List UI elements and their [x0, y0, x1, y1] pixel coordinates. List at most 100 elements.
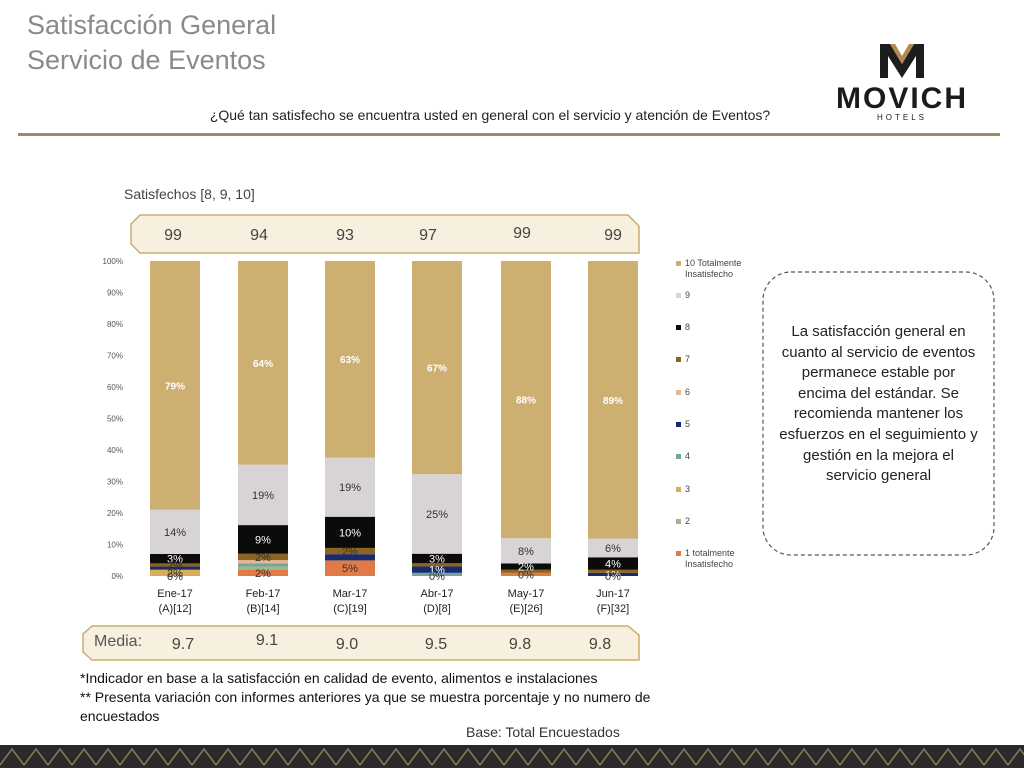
legend-label: 10 Totalmente — [685, 258, 741, 268]
bar-segment — [325, 554, 375, 561]
decorative-footer-pattern — [0, 745, 1024, 768]
legend-swatch — [676, 551, 681, 556]
data-label: 8% — [518, 546, 534, 558]
data-label: 25% — [426, 509, 448, 521]
data-label: 2% — [518, 562, 534, 574]
footnote-1: *Indicador en base a la satisfacción en … — [80, 670, 598, 686]
media-value: 9.7 — [171, 636, 195, 653]
legend-label: Insatisfecho — [685, 559, 733, 569]
data-label: 1% — [429, 565, 445, 577]
data-label: 14% — [164, 527, 186, 539]
bar-segment — [150, 566, 200, 570]
y-tick-label: 80% — [107, 320, 123, 329]
data-label: 63% — [340, 355, 360, 366]
pattern-chevron — [167, 747, 193, 766]
y-tick-label: 20% — [107, 509, 123, 518]
bar-segment — [588, 538, 638, 558]
pattern-chevron — [383, 747, 409, 766]
bar-segment — [588, 557, 638, 570]
bar-segment — [412, 261, 462, 475]
pattern-chevron — [959, 747, 985, 766]
data-label: 2% — [255, 552, 271, 564]
media-banner — [82, 625, 640, 661]
pattern-chevron — [287, 747, 313, 766]
bar-segment — [412, 572, 462, 576]
data-label: 1% — [605, 569, 621, 581]
pattern-chevron — [575, 747, 601, 766]
data-label: 9% — [255, 534, 271, 546]
satisfied-banner — [130, 214, 640, 254]
bar-segment — [412, 566, 462, 573]
legend-label: 8 — [685, 322, 690, 332]
bar-segment — [588, 261, 638, 539]
legend-swatch — [676, 261, 681, 266]
satisfied-value: 93 — [336, 227, 354, 244]
bar-segment — [150, 563, 200, 567]
bar-segment — [501, 538, 551, 564]
x-category-label: Abr-17 — [420, 588, 453, 600]
media-value: 9.8 — [508, 636, 532, 653]
data-label: 19% — [252, 490, 274, 502]
bar-segment — [150, 569, 200, 576]
satisfied-value: 94 — [250, 227, 268, 244]
pattern-chevron — [335, 747, 361, 766]
satisfied-value: 97 — [419, 227, 437, 244]
pattern-chevron — [407, 747, 433, 766]
page-title-line2: Servicio de Eventos — [27, 45, 266, 75]
bar-segment — [238, 525, 288, 554]
pattern-chevron — [671, 747, 697, 766]
pattern-chevron — [719, 747, 745, 766]
data-label: 5% — [342, 563, 358, 575]
bar-segment — [501, 569, 551, 573]
bar-segment — [150, 261, 200, 510]
media-label: Media: — [94, 633, 143, 650]
pattern-chevron — [215, 747, 241, 766]
y-tick-label: 60% — [107, 383, 123, 392]
satisfied-value: 99 — [604, 227, 622, 244]
pattern-chevron — [23, 747, 49, 766]
pattern-chevron — [311, 747, 337, 766]
bar-segment — [501, 261, 551, 539]
logo-name: MOVICH — [836, 82, 968, 115]
y-tick-label: 0% — [111, 572, 123, 581]
pattern-chevron — [815, 747, 841, 766]
pattern-chevron — [647, 747, 673, 766]
pattern-chevron — [263, 747, 289, 766]
logo-subtitle: HOTELS — [876, 113, 927, 122]
pattern-chevron — [119, 747, 145, 766]
media-value: 9.8 — [588, 636, 612, 653]
bar-segment — [238, 569, 288, 576]
callout-text: La satisfacción general en cuanto al ser… — [779, 323, 978, 485]
legend-swatch — [676, 454, 681, 459]
y-tick-label: 30% — [107, 478, 123, 487]
footnote-2: ** Presenta variación con informes anter… — [80, 689, 651, 724]
legend-label: 4 — [685, 451, 690, 461]
x-category-label: Feb-17 — [246, 588, 281, 600]
data-label: 3% — [167, 554, 183, 566]
legend-label: 6 — [685, 387, 690, 397]
pattern-chevron — [431, 747, 457, 766]
data-label: 6% — [605, 543, 621, 555]
x-category-label: (E)[26] — [509, 603, 542, 615]
y-tick-label: 50% — [107, 415, 123, 424]
legend-label: 5 — [685, 419, 690, 429]
footnotes: *Indicador en base a la satisfacción en … — [80, 669, 720, 726]
y-tick-label: 90% — [107, 289, 123, 298]
bar-segment — [238, 566, 288, 570]
media-value: 9.1 — [255, 632, 279, 649]
data-label: 0% — [429, 571, 445, 583]
pattern-chevron — [143, 747, 169, 766]
pattern-chevron — [479, 747, 505, 766]
data-label: 0% — [518, 569, 534, 581]
pattern-chevron — [191, 747, 217, 766]
pattern-chevron — [359, 747, 385, 766]
pattern-chevron — [695, 747, 721, 766]
pattern-chevron — [863, 747, 889, 766]
pattern-chevron — [551, 747, 577, 766]
pattern-chevron — [887, 747, 913, 766]
y-tick-label: 70% — [107, 352, 123, 361]
bar-segment — [412, 563, 462, 567]
bar-segment — [325, 516, 375, 548]
bar-segment — [588, 569, 638, 573]
legend-swatch — [676, 390, 681, 395]
